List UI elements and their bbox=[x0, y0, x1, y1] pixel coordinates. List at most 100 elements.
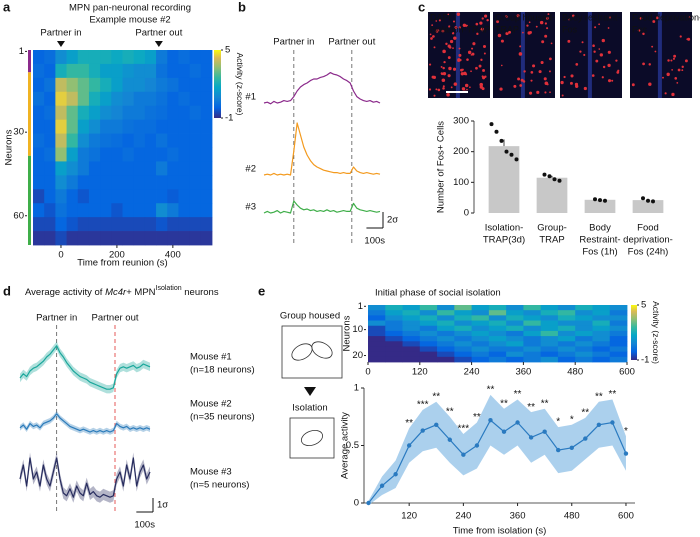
heatmap-cell bbox=[189, 203, 202, 218]
heatmap-cell bbox=[66, 147, 79, 162]
heatmap-cell bbox=[133, 147, 146, 162]
heatmap-cell bbox=[592, 351, 611, 358]
data-point bbox=[509, 152, 514, 157]
cell-dot bbox=[607, 63, 611, 68]
cell-dot bbox=[482, 69, 485, 72]
heatmap-cell bbox=[506, 356, 524, 363]
heatmap-cell bbox=[44, 77, 56, 93]
cell-dot bbox=[679, 35, 682, 38]
heatmap-cell bbox=[488, 305, 507, 311]
image-label: Isolation-TRAP bbox=[430, 24, 491, 34]
x-tick-label: 400 bbox=[165, 250, 181, 261]
heatmap-cell bbox=[200, 91, 213, 107]
colorbar bbox=[631, 305, 637, 360]
heatmap-cell bbox=[44, 119, 56, 134]
heatmap-cell bbox=[540, 356, 559, 363]
cell-dot bbox=[435, 20, 438, 22]
heatmap-cell bbox=[100, 161, 112, 176]
heatmap-cell bbox=[156, 203, 168, 218]
heatmap-cell bbox=[88, 203, 101, 218]
cell-dot bbox=[602, 65, 606, 69]
x-tick-label: Fos (1h) bbox=[582, 247, 617, 258]
cell-dot bbox=[461, 87, 466, 91]
cell-dot bbox=[540, 60, 544, 65]
heatmap-cell bbox=[167, 63, 179, 79]
heatmap-cell bbox=[156, 189, 168, 204]
heatmap-cell bbox=[133, 63, 146, 79]
event-label: Partner in bbox=[40, 28, 81, 39]
heatmap-cell bbox=[167, 175, 179, 190]
heatmap-cell bbox=[368, 305, 386, 311]
data-point bbox=[514, 157, 519, 162]
cell-dot bbox=[642, 32, 645, 36]
cell-dot bbox=[450, 86, 453, 89]
data-point bbox=[651, 199, 655, 204]
cell-dot bbox=[591, 74, 595, 77]
data-point bbox=[596, 422, 602, 427]
heatmap-cell bbox=[471, 315, 490, 321]
data-point bbox=[447, 437, 453, 442]
heatmap-cell bbox=[111, 50, 123, 65]
heatmap-cell bbox=[33, 175, 45, 190]
heatmap-cell bbox=[471, 356, 490, 363]
heatmap-cell bbox=[523, 310, 542, 316]
heatmap-cell bbox=[133, 133, 146, 148]
colorbar bbox=[214, 50, 221, 118]
heatmap-cell bbox=[385, 336, 403, 342]
cell-dot bbox=[607, 79, 612, 83]
cell-dot bbox=[445, 42, 448, 46]
heatmap-cell bbox=[419, 330, 438, 337]
cell-dot bbox=[523, 70, 526, 73]
series-label: #1 bbox=[245, 92, 256, 103]
event-label: Partner out bbox=[135, 28, 182, 39]
heatmap-cell bbox=[609, 325, 628, 332]
diagram-label: Isolation bbox=[292, 403, 327, 414]
heatmap-cell bbox=[592, 310, 611, 316]
significance-label: ** bbox=[500, 398, 508, 409]
cell-dot bbox=[544, 22, 547, 25]
cell-dot bbox=[684, 59, 688, 63]
x-tick-label: Restraint- bbox=[579, 235, 620, 246]
heatmap-cell bbox=[77, 63, 90, 79]
heatmap-cell bbox=[77, 175, 90, 190]
heatmap-cell bbox=[437, 310, 455, 316]
panel-letter: c bbox=[418, 0, 425, 14]
heatmap-cell bbox=[156, 119, 168, 134]
data-point bbox=[542, 429, 547, 434]
heatmap-cell bbox=[100, 63, 112, 79]
heatmap-cell bbox=[609, 336, 628, 342]
heatmap-cell bbox=[419, 305, 438, 311]
heatmap-cell bbox=[437, 320, 455, 327]
heatmap-cell bbox=[167, 203, 179, 218]
data-point bbox=[488, 418, 493, 423]
heatmap-cell bbox=[167, 119, 179, 134]
cell-dot bbox=[479, 82, 484, 87]
cell-dot bbox=[478, 64, 482, 68]
panel-letter: a bbox=[3, 0, 11, 14]
significance-label: ** bbox=[527, 402, 535, 413]
heatmap-cell bbox=[506, 320, 524, 327]
heatmap-cell bbox=[557, 351, 576, 358]
cell-dot bbox=[664, 92, 667, 95]
heatmap-cell bbox=[44, 63, 56, 79]
cell-dot bbox=[598, 48, 601, 50]
heatmap-cell bbox=[200, 231, 213, 246]
heatmap-cell bbox=[77, 217, 90, 232]
data-point bbox=[393, 472, 398, 477]
heatmap-cell bbox=[540, 325, 559, 332]
cell-dot bbox=[550, 42, 553, 45]
heatmap-cell bbox=[419, 346, 438, 353]
y-tick-label: 0.5 bbox=[346, 440, 359, 451]
heatmap-cell bbox=[77, 119, 90, 134]
heatmap-cell bbox=[200, 217, 213, 232]
heatmap-cell bbox=[471, 325, 490, 332]
y-tick-label: 300 bbox=[453, 116, 469, 127]
cell-dot bbox=[480, 58, 483, 61]
heatmap-cell bbox=[557, 341, 576, 347]
x-tick-label: 360 bbox=[510, 511, 526, 522]
cell-dot bbox=[437, 88, 441, 92]
cell-dot bbox=[438, 19, 441, 22]
heatmap-cell bbox=[557, 305, 576, 311]
cell-dot bbox=[538, 70, 542, 74]
cell-dot bbox=[458, 53, 462, 57]
